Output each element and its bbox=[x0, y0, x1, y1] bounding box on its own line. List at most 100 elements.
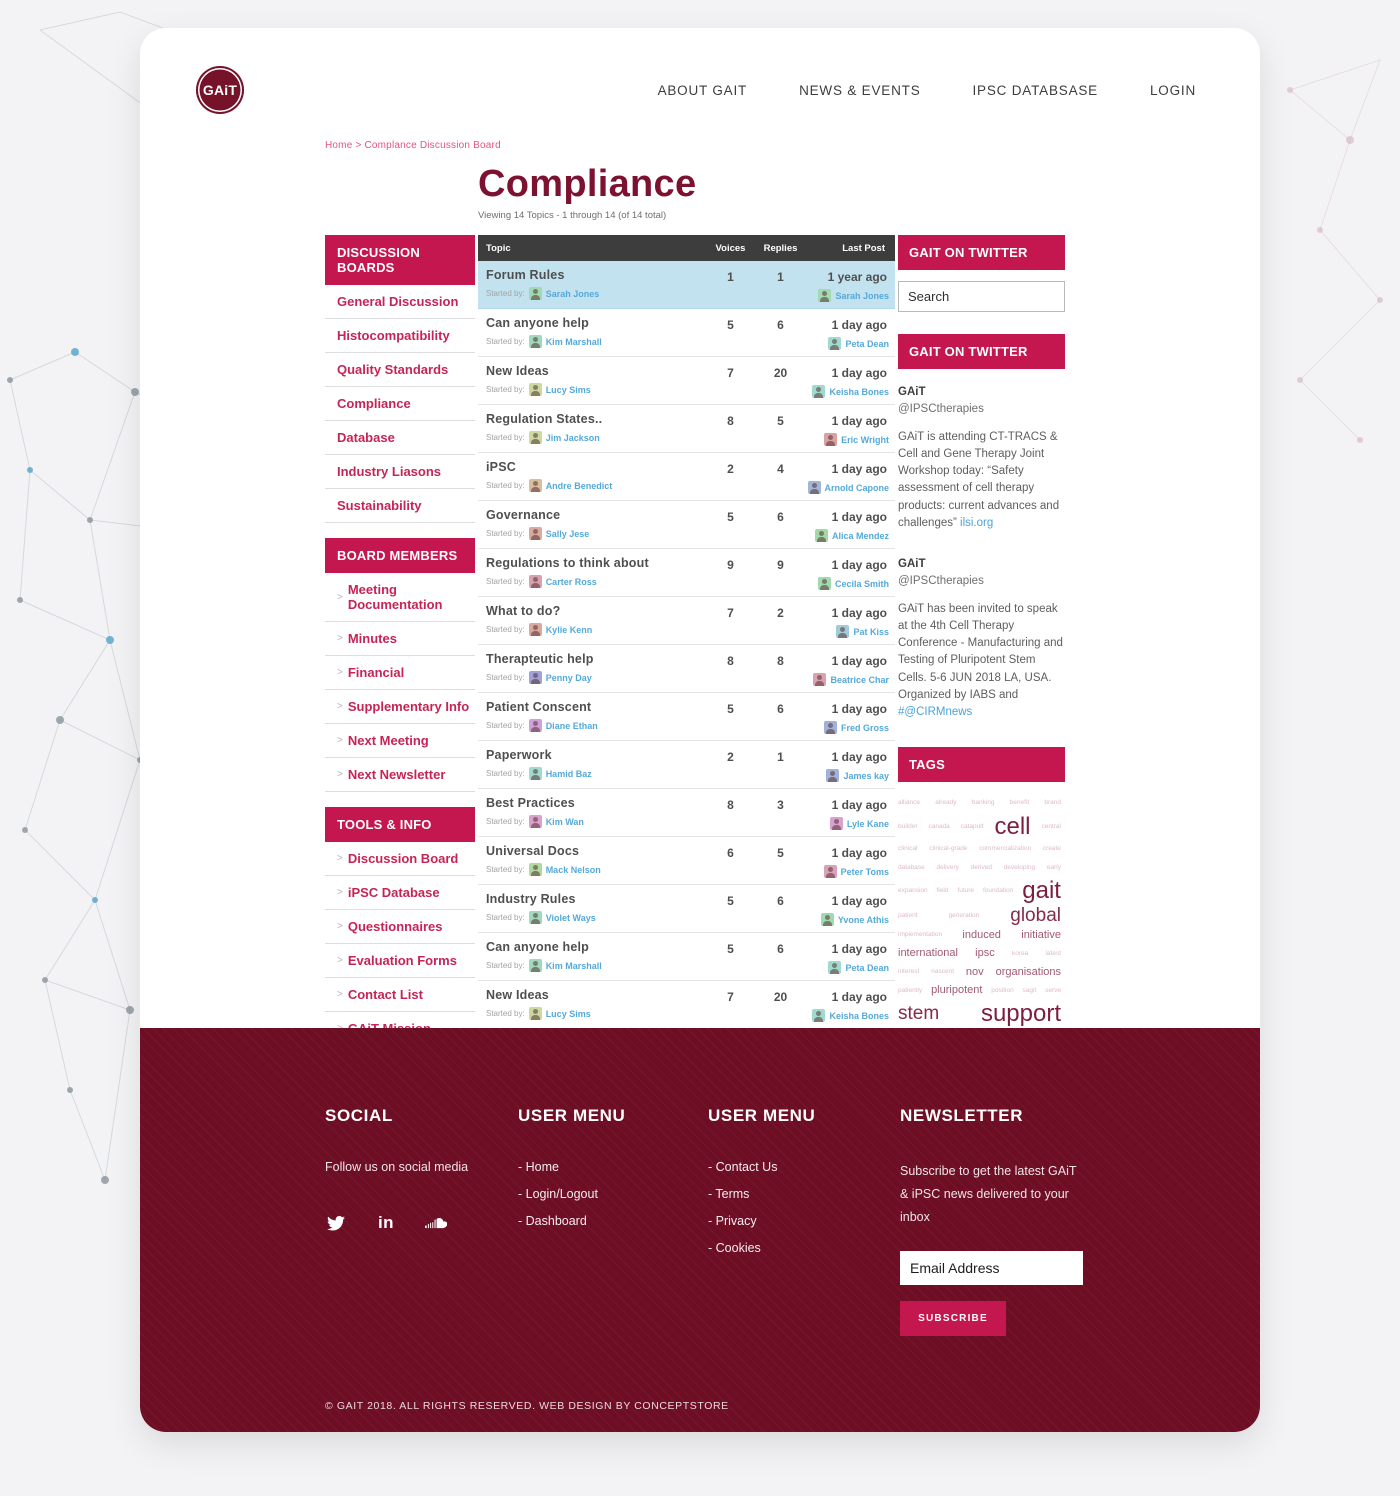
last-post-user-link[interactable]: Cecila Smith bbox=[834, 578, 889, 589]
topic-link[interactable]: Forum Rules bbox=[486, 268, 565, 282]
sidebar-item[interactable]: > Contact List bbox=[325, 978, 475, 1012]
sidebar-item[interactable]: Compliance bbox=[325, 387, 475, 421]
sidebar-item[interactable]: General Discussion bbox=[325, 285, 475, 319]
last-post-user-link[interactable]: Sarah Jones bbox=[835, 290, 889, 301]
tag-link[interactable]: generation bbox=[948, 911, 980, 919]
topic-link[interactable]: Regulation States.. bbox=[486, 412, 603, 426]
tag-link[interactable]: derived bbox=[970, 863, 992, 871]
started-by-user-link[interactable]: Kim Wan bbox=[545, 816, 584, 827]
tag-link[interactable]: ipsc bbox=[975, 947, 995, 960]
tag-link[interactable]: catapult bbox=[960, 822, 984, 830]
gait-logo[interactable]: GAiT bbox=[196, 66, 244, 114]
search-input[interactable] bbox=[898, 281, 1065, 312]
started-by-user-link[interactable]: Lucy Sims bbox=[545, 1008, 591, 1019]
nav-item[interactable]: NEWS & EVENTS bbox=[799, 82, 921, 98]
started-by-user-link[interactable]: Kim Marshall bbox=[545, 336, 602, 347]
tag-link[interactable]: expansion bbox=[898, 887, 928, 895]
footer-menu-link[interactable]: - Contact Us bbox=[708, 1160, 778, 1174]
sidebar-item[interactable]: > iPSC Database bbox=[325, 876, 475, 910]
tag-link[interactable]: patient bbox=[898, 911, 918, 919]
tag-link[interactable]: stem bbox=[898, 1002, 940, 1024]
tag-link[interactable]: canada bbox=[928, 822, 950, 830]
last-post-user-link[interactable]: Alica Mendez bbox=[831, 530, 889, 541]
started-by-user-link[interactable]: Kim Marshall bbox=[545, 960, 602, 971]
topic-link[interactable]: Industry Rules bbox=[486, 892, 576, 906]
sidebar-item[interactable]: > Questionnaires bbox=[325, 910, 475, 944]
footer-menu-link[interactable]: - Login/Logout bbox=[518, 1187, 598, 1201]
tag-link[interactable]: serve bbox=[1045, 986, 1062, 994]
sidebar-item[interactable]: Industry Liasons bbox=[325, 455, 475, 489]
tag-link[interactable]: benefit bbox=[1009, 799, 1030, 807]
footer-menu-link[interactable]: - Cookies bbox=[708, 1241, 761, 1255]
tag-link[interactable]: clinical-grade bbox=[929, 845, 968, 853]
topic-link[interactable]: iPSC bbox=[486, 460, 516, 474]
topic-link[interactable]: Paperwork bbox=[486, 748, 552, 762]
tag-link[interactable]: initiative bbox=[1021, 928, 1061, 941]
started-by-user-link[interactable]: Lucy Sims bbox=[545, 384, 591, 395]
tag-link[interactable]: nascent bbox=[931, 968, 955, 976]
tag-link[interactable]: create bbox=[1042, 845, 1061, 853]
tag-link[interactable]: korea bbox=[1011, 949, 1029, 957]
tag-link[interactable]: already bbox=[935, 799, 957, 807]
footer-menu-link[interactable]: - Privacy bbox=[708, 1214, 757, 1228]
topic-link[interactable]: Governance bbox=[486, 508, 561, 522]
sidebar-item[interactable]: > Financial bbox=[325, 656, 475, 690]
started-by-user-link[interactable]: Andre Benedict bbox=[545, 480, 613, 491]
breadcrumb[interactable]: Home > Complance Discussion Board bbox=[325, 140, 501, 151]
sidebar-item[interactable]: > Discussion Board bbox=[325, 842, 475, 876]
last-post-user-link[interactable]: Beatrice Char bbox=[830, 674, 889, 685]
started-by-user-link[interactable]: Jim Jackson bbox=[545, 432, 600, 443]
last-post-user-link[interactable]: Pat Kiss bbox=[853, 626, 889, 637]
last-post-user-link[interactable]: Arnold Capone bbox=[824, 482, 890, 493]
subscribe-button[interactable]: SUBSCRIBE bbox=[900, 1301, 1006, 1337]
last-post-user-link[interactable]: Eric Wright bbox=[841, 434, 889, 445]
started-by-user-link[interactable]: Hamid Baz bbox=[545, 768, 592, 779]
nav-item[interactable]: LOGIN bbox=[1149, 82, 1196, 98]
started-by-user-link[interactable]: Sarah Jones bbox=[545, 288, 600, 299]
footer-menu-link[interactable]: - Dashboard bbox=[518, 1214, 587, 1228]
tag-link[interactable]: developing bbox=[1003, 863, 1036, 871]
last-post-user-link[interactable]: Peter Toms bbox=[840, 866, 889, 877]
started-by-user-link[interactable]: Sally Jese bbox=[545, 528, 590, 539]
tweet-link[interactable]: #@CIRMnews bbox=[898, 706, 973, 718]
sidebar-item[interactable]: > Meeting Documentation bbox=[325, 573, 475, 622]
tag-link[interactable]: position bbox=[991, 986, 1014, 994]
sidebar-item[interactable]: > Evaluation Forms bbox=[325, 944, 475, 978]
topic-link[interactable]: What to do? bbox=[486, 604, 561, 618]
last-post-user-link[interactable]: James kay bbox=[843, 770, 889, 781]
topic-link[interactable]: Universal Docs bbox=[486, 844, 580, 858]
topic-link[interactable]: Best Practices bbox=[486, 796, 575, 810]
nav-item[interactable]: IPSC DATABSASE bbox=[972, 82, 1098, 98]
started-by-user-link[interactable]: Carter Ross bbox=[545, 576, 597, 587]
sidebar-item[interactable]: > Next Newsletter bbox=[325, 758, 475, 792]
tag-link[interactable]: foundation bbox=[982, 887, 1014, 895]
started-by-user-link[interactable]: Penny Day bbox=[545, 672, 592, 683]
footer-menu-link[interactable]: - Terms bbox=[708, 1187, 750, 1201]
tag-link[interactable]: support bbox=[980, 1000, 1061, 1028]
last-post-user-link[interactable]: Yvone Athis bbox=[837, 914, 889, 925]
tag-link[interactable]: latest bbox=[1045, 949, 1062, 957]
started-by-user-link[interactable]: Diane Ethan bbox=[545, 720, 598, 731]
twitter-icon[interactable] bbox=[325, 1214, 347, 1232]
sidebar-item[interactable]: > Minutes bbox=[325, 622, 475, 656]
tag-link[interactable]: banking bbox=[971, 799, 995, 807]
topic-link[interactable]: Therapteutic help bbox=[486, 652, 594, 666]
sidebar-item[interactable]: Quality Standards bbox=[325, 353, 475, 387]
tag-link[interactable]: patiently bbox=[898, 986, 923, 994]
tag-link[interactable]: interest bbox=[898, 968, 920, 976]
tag-link[interactable]: pluripotent bbox=[931, 984, 983, 997]
tag-link[interactable]: organisations bbox=[995, 965, 1062, 978]
topic-link[interactable]: Regulations to think about bbox=[486, 556, 649, 570]
tag-link[interactable]: induced bbox=[962, 928, 1001, 941]
nav-item[interactable]: ABOUT GAIT bbox=[657, 82, 748, 98]
started-by-user-link[interactable]: Kylie Kenn bbox=[545, 624, 593, 635]
topic-link[interactable]: Can anyone help bbox=[486, 940, 590, 954]
tag-link[interactable]: sagit bbox=[1022, 986, 1037, 994]
sidebar-item[interactable]: Histocompatibility bbox=[325, 319, 475, 353]
tag-link[interactable]: global bbox=[1010, 904, 1061, 926]
tag-link[interactable]: international bbox=[898, 947, 958, 960]
sidebar-item[interactable]: > Next Meeting bbox=[325, 724, 475, 758]
tag-link[interactable]: field bbox=[936, 887, 949, 895]
sidebar-item[interactable]: > Supplementary Info bbox=[325, 690, 475, 724]
tag-link[interactable]: delivery bbox=[936, 863, 959, 871]
